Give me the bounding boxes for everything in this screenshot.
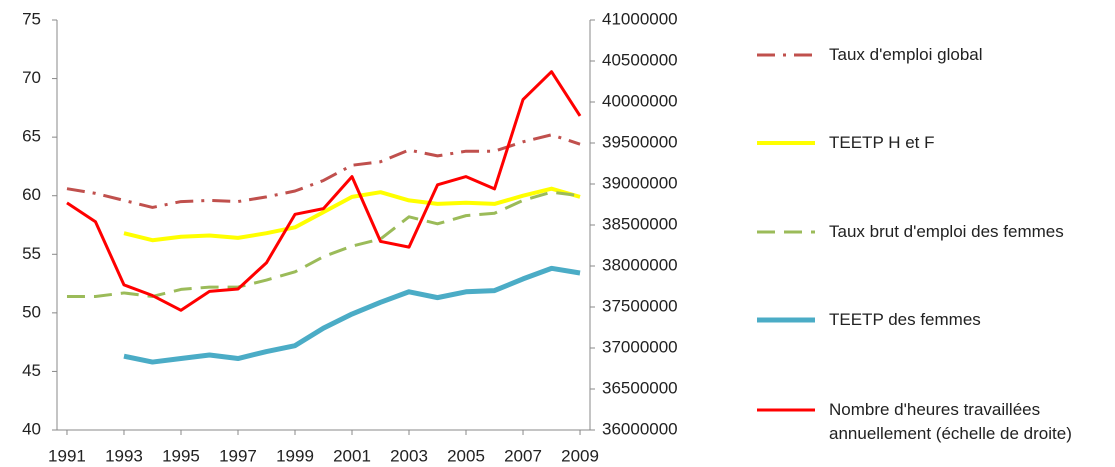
y2-tick-label: 39000000	[602, 173, 678, 192]
x-tick-label: 1991	[48, 446, 86, 465]
y-tick-label: 75	[22, 9, 41, 28]
x-tick-label: 1993	[105, 446, 143, 465]
y-tick-label: 45	[22, 361, 41, 380]
y2-tick-label: 40000000	[602, 91, 678, 110]
x-tick-label: 2009	[561, 446, 599, 465]
x-tick-label: 2003	[390, 446, 428, 465]
y2-tick-label: 37500000	[602, 296, 678, 315]
series-line	[66, 133, 581, 209]
series-line	[123, 186, 581, 243]
y2-tick-label: 38000000	[602, 255, 678, 274]
y-tick-label: 55	[22, 244, 41, 263]
y-tick-label: 60	[22, 185, 41, 204]
y2-tick-label: 38500000	[602, 214, 678, 233]
y-tick-label: 70	[22, 68, 41, 87]
x-tick-label: 1995	[162, 446, 200, 465]
x-tick-label: 2005	[447, 446, 485, 465]
x-tick-label: 2001	[333, 446, 371, 465]
legend-label: Taux brut d'emploi des femmes	[829, 222, 1064, 241]
series-line	[123, 265, 581, 365]
y-tick-label: 65	[22, 127, 41, 146]
y-tick-label: 50	[22, 302, 41, 321]
y2-tick-label: 41000000	[602, 9, 678, 28]
legend-label: TEETP des femmes	[829, 310, 981, 329]
y2-tick-label: 37000000	[602, 337, 678, 356]
legend-label: Taux d'emploi global	[829, 45, 983, 64]
y2-tick-label: 36500000	[602, 378, 678, 397]
y2-tick-label: 40500000	[602, 50, 678, 69]
y2-tick-label: 39500000	[602, 132, 678, 151]
legend-label: Nombre d'heures travaillées annuellement…	[829, 400, 1072, 443]
legend-label: TEETP H et F	[829, 133, 935, 152]
x-tick-label: 2007	[504, 446, 542, 465]
series-line	[66, 70, 582, 312]
x-tick-label: 1999	[276, 446, 314, 465]
y-tick-label: 40	[22, 419, 41, 438]
y2-tick-label: 36000000	[602, 419, 678, 438]
x-tick-label: 1997	[219, 446, 257, 465]
